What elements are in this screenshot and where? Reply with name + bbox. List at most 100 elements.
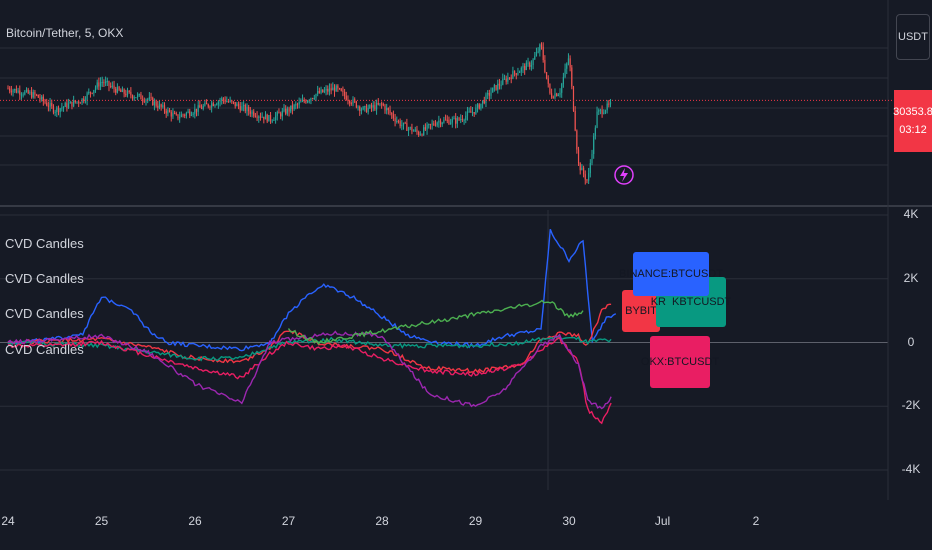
price-candle [594, 127, 596, 137]
price-candle [490, 92, 492, 96]
price-candle [185, 112, 187, 116]
price-candle [36, 94, 38, 96]
price-candle [145, 99, 147, 102]
price-candle [450, 122, 452, 125]
price-candle [96, 82, 98, 88]
price-candle [404, 122, 406, 124]
x-axis-tick: 2 [752, 514, 760, 528]
price-candle [407, 128, 410, 131]
bar-countdown: 03:12 [899, 124, 927, 136]
price-candle [200, 107, 203, 109]
cvd-y-tick: 4K [903, 207, 919, 221]
cvd-y-tick: -2K [901, 398, 921, 413]
price-candle [357, 106, 359, 108]
symbol-title: Bitcoin/Tether, 5, OKX [6, 26, 124, 40]
indicator-label[interactable]: CVD Candles [5, 271, 84, 286]
price-candle [478, 104, 480, 109]
price-candle [182, 114, 184, 116]
price-candle [441, 122, 443, 125]
price-candle [330, 88, 332, 91]
price-candle [47, 105, 49, 107]
price-candle [308, 100, 310, 102]
price-candle [115, 88, 117, 93]
price-candle [118, 86, 120, 91]
price-candle [589, 162, 591, 174]
price-candle [559, 92, 561, 95]
price-candle [105, 81, 107, 84]
price-candle [52, 105, 55, 113]
price-candle [327, 88, 329, 92]
price-candle [416, 129, 418, 132]
price-candle [7, 88, 9, 90]
cvd-series-line [7, 336, 612, 425]
price-candle [113, 85, 115, 89]
price-candle [103, 81, 105, 84]
price-candle [519, 71, 521, 73]
price-candle [214, 104, 216, 106]
price-candle [539, 44, 541, 52]
price-candle [507, 77, 509, 82]
price-candle [355, 101, 357, 108]
price-candle [350, 103, 352, 105]
price-candle [463, 120, 465, 122]
price-candle [190, 114, 193, 116]
price-candle [20, 94, 23, 96]
price-candle [584, 174, 586, 180]
price-candle [401, 125, 403, 127]
price-candle [581, 167, 583, 171]
indicator-label[interactable]: CVD Candles [5, 342, 84, 357]
price-candle [508, 77, 511, 79]
currency-selector[interactable]: USDT [896, 14, 930, 60]
price-candle [296, 104, 299, 106]
price-candle [313, 98, 315, 100]
price-candle [251, 111, 253, 114]
price-candle [455, 118, 457, 124]
price-candle [111, 85, 113, 87]
price-candle [332, 87, 334, 91]
price-candle [227, 101, 230, 103]
price-candle [599, 109, 602, 111]
price-candle [98, 82, 100, 87]
price-candle [466, 111, 469, 116]
price-candle [211, 103, 213, 108]
price-candle [232, 101, 235, 103]
price-candle [239, 106, 241, 111]
price-candle [116, 86, 118, 93]
price-candle [579, 163, 581, 171]
price-candle [248, 107, 250, 112]
price-candle [244, 105, 246, 112]
cvd-series-line [7, 228, 617, 352]
price-candle [34, 92, 36, 95]
price-candle [540, 44, 543, 47]
price-candle [421, 134, 423, 136]
price-candle [288, 108, 290, 112]
indicator-label[interactable]: CVD Candles [5, 306, 84, 321]
cvd-series-line [7, 334, 612, 362]
price-candle [56, 107, 58, 112]
price-candle [529, 62, 531, 67]
price-candle [258, 116, 260, 118]
price-candle [569, 58, 571, 68]
indicator-label[interactable]: CVD Candles [5, 236, 84, 251]
price-candle [436, 122, 438, 126]
price-candle [503, 78, 506, 80]
price-candle [268, 115, 270, 122]
price-candle [566, 63, 568, 69]
price-candle [59, 108, 61, 113]
price-candle [300, 101, 302, 103]
price-candle [29, 92, 31, 94]
price-candle [256, 116, 258, 118]
price-candle [374, 105, 376, 110]
price-candle [271, 120, 273, 122]
price-candle [9, 88, 11, 91]
price-candle [337, 85, 339, 89]
price-candle [259, 116, 262, 118]
price-candle [84, 100, 87, 102]
price-candle [451, 119, 453, 123]
price-candle [460, 119, 462, 121]
price-candle [433, 123, 435, 125]
price-candle [123, 89, 125, 94]
price-candle [458, 118, 460, 120]
